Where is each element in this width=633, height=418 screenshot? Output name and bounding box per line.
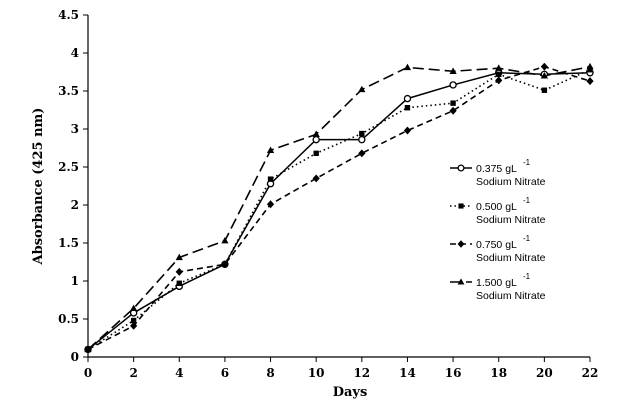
series-1-point xyxy=(403,94,412,103)
series-line-1 xyxy=(87,72,591,350)
series-3-point xyxy=(358,149,366,158)
y-tick-label: 0.5 xyxy=(58,312,79,326)
series-3-point xyxy=(540,62,548,71)
series-3-point xyxy=(221,260,229,269)
y-tick-label: 2 xyxy=(71,198,79,212)
x-tick-label: 20 xyxy=(536,366,553,380)
series-3-point xyxy=(312,174,320,183)
series-3-point xyxy=(266,200,275,209)
series-2-point xyxy=(541,87,548,93)
legend-label-sub: Sodium Nitrate xyxy=(476,252,546,264)
series-4-point xyxy=(449,67,457,74)
series-2-point xyxy=(130,317,137,324)
series-4-point xyxy=(358,85,366,93)
legend-label: 0.500 gL xyxy=(476,201,517,213)
x-tick-label: 4 xyxy=(175,366,183,380)
legend-label: 0.375 gL xyxy=(476,163,517,175)
y-ticks: 0 0.5 1 1.5 2 2.5 3 3.5 4 4.5 xyxy=(58,8,88,364)
legend-item-1: 0.375 gL -1 Sodium Nitrate xyxy=(450,158,546,188)
legend-item-4: 1.500 gL -1 Sodium Nitrate xyxy=(450,272,546,302)
x-tick-label: 16 xyxy=(445,366,462,380)
series-4-point xyxy=(175,253,183,261)
series-2-point xyxy=(313,150,319,157)
series-line-3 xyxy=(87,65,591,351)
x-tick-label: 22 xyxy=(582,366,599,380)
series-4-point xyxy=(403,63,412,71)
legend-marker xyxy=(457,278,465,285)
series-1-point xyxy=(449,81,457,89)
series-4-point xyxy=(495,64,503,71)
legend-marker xyxy=(457,240,465,248)
series-4-point xyxy=(266,146,275,153)
axes xyxy=(87,15,590,358)
legend-label-sub: Sodium Nitrate xyxy=(476,214,546,226)
y-axis-title: Absorbance (425 nm) xyxy=(31,108,46,266)
series-4-point xyxy=(312,130,320,138)
legend-label: 1.500 gL xyxy=(476,277,517,289)
series-4-point xyxy=(84,345,92,353)
y-tick-label: 0 xyxy=(71,350,79,364)
y-tick-label: 3 xyxy=(71,122,79,136)
series-2-point xyxy=(450,100,456,106)
y-tick-label: 4 xyxy=(71,46,79,60)
series-1-point xyxy=(358,135,366,144)
series-4-point xyxy=(540,72,548,79)
x-tick-label: 10 xyxy=(308,366,325,380)
series-3-point xyxy=(175,267,183,276)
legend-label: 0.750 gL xyxy=(476,239,517,251)
series-2-point xyxy=(587,67,593,73)
y-tick-label: 4.5 xyxy=(58,8,79,22)
series-line-4 xyxy=(87,65,591,350)
y-tick-label: 1 xyxy=(71,274,79,288)
legend-marker xyxy=(457,164,465,172)
series-4-point xyxy=(221,236,229,244)
legend-label-superscript: -1 xyxy=(523,272,531,281)
series-lines xyxy=(87,65,591,351)
series-3-point xyxy=(403,126,412,135)
legend-marker xyxy=(458,203,464,209)
series-4-point xyxy=(586,62,594,70)
y-tick-label: 2.5 xyxy=(58,160,79,174)
legend-label-superscript: -1 xyxy=(523,234,531,243)
x-tick-label: 0 xyxy=(84,366,92,380)
legend-item-2: 0.500 gL -1 Sodium Nitrate xyxy=(450,196,546,226)
series-1-point xyxy=(312,135,320,144)
x-tick-label: 14 xyxy=(399,366,416,380)
x-axis-title: Days xyxy=(333,385,368,400)
legend-label-sub: Sodium Nitrate xyxy=(476,290,546,302)
series-4-point xyxy=(130,304,138,312)
series-2-point xyxy=(404,105,411,111)
series-2-point xyxy=(496,71,502,77)
series-3-point xyxy=(449,106,457,115)
series-3-point xyxy=(495,76,503,85)
legend-label-sub: Sodium Nitrate xyxy=(476,176,546,188)
series-2-point xyxy=(359,130,365,137)
legend-label-superscript: -1 xyxy=(523,158,531,167)
x-ticks: 0 2 4 6 8 10 12 14 16 18 20 22 xyxy=(84,357,599,380)
series-3-point xyxy=(130,321,138,330)
series-markers xyxy=(84,62,594,354)
x-tick-label: 12 xyxy=(353,366,370,380)
legend-label-superscript: -1 xyxy=(523,196,531,205)
x-tick-label: 6 xyxy=(221,366,229,380)
x-tick-label: 8 xyxy=(266,366,274,380)
legend-item-3: 0.750 gL -1 Sodium Nitrate xyxy=(450,234,546,264)
series-2-point xyxy=(267,176,274,182)
y-tick-label: 3.5 xyxy=(58,84,79,98)
x-tick-label: 2 xyxy=(129,366,137,380)
y-tick-label: 1.5 xyxy=(58,236,79,250)
series-2-point xyxy=(176,280,182,286)
x-tick-label: 18 xyxy=(490,366,507,380)
series-3-point xyxy=(586,77,594,86)
